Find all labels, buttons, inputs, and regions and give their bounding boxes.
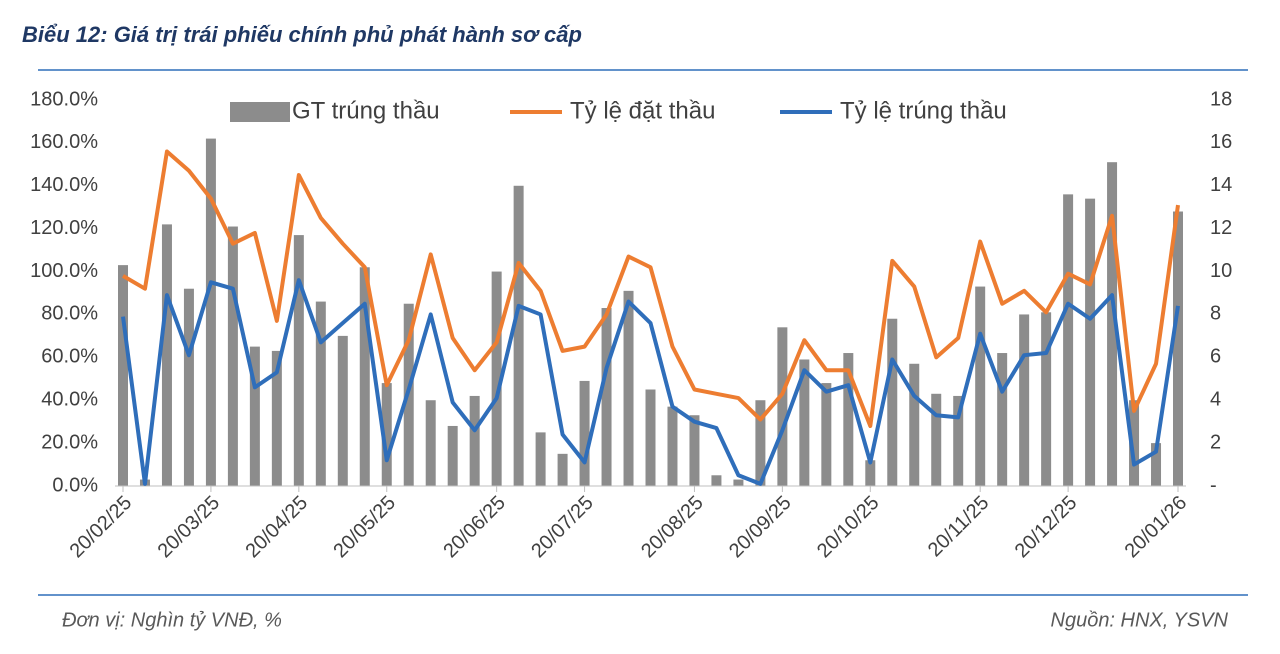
y2-tick-label: 18 [1210,88,1232,110]
y2-tick-label: 16 [1210,131,1232,153]
bar [601,308,612,486]
x-tick-label: 20/10/25 [813,492,884,563]
bar [887,318,898,486]
y2-tick-label: 4 [1210,389,1221,411]
y-tick-label: 120.0% [30,217,98,239]
y-tick-label: 140.0% [30,174,98,196]
y2-tick-label: - [1210,474,1217,496]
bar [953,395,964,486]
bar [689,415,700,486]
y2-tick-label: 12 [1210,217,1232,239]
bar [667,406,678,486]
legend-label: GT trúng thầu [292,97,440,124]
bar [623,290,634,486]
bar [227,226,238,486]
bar [1129,400,1140,486]
bar [1173,211,1183,486]
bar [755,400,766,486]
bar [425,400,436,486]
bar [271,350,282,486]
y-tick-label: 160.0% [30,131,98,153]
bar [865,460,876,486]
bar [183,288,194,486]
y-tick-label: 40.0% [41,389,98,411]
bar [799,359,810,486]
y-tick-label: 0.0% [52,474,98,496]
bar [711,475,722,486]
y2-tick-label: 2 [1210,431,1221,453]
bar [557,453,568,486]
bar [1041,312,1052,486]
y-tick-label: 180.0% [30,88,98,110]
bar [931,393,942,486]
x-tick-label: 20/01/26 [1121,492,1192,563]
bar [249,346,260,486]
y2-tick-label: 6 [1210,346,1221,368]
bar [491,271,502,486]
bar [777,327,788,486]
bar [161,224,172,486]
line-series [121,149,1180,428]
legend-swatch [230,102,290,122]
bar [997,353,1008,486]
legend-label: Tỷ lệ trúng thầu [840,97,1007,124]
bar [447,425,458,486]
bar [513,185,524,486]
bar [293,235,304,486]
x-tick-label: 20/06/25 [439,492,510,563]
unit-note: Đơn vị: Nghìn tỷ VNĐ, % [62,609,282,631]
bar [381,383,392,486]
bar [1063,194,1074,486]
legend-label: Tỷ lệ đặt thầu [570,97,715,124]
y2-tick-label: 10 [1210,260,1232,282]
bar [733,479,744,486]
y-tick-label: 60.0% [41,346,98,368]
bar [469,395,480,486]
bar [909,363,920,486]
bar [315,301,326,486]
bar [645,389,656,486]
bar [1019,314,1030,486]
bar [975,286,986,486]
y2-tick-label: 14 [1210,174,1232,196]
bar [118,265,128,486]
y2-tick-label: 8 [1210,303,1221,325]
x-tick-label: 20/03/25 [154,492,225,563]
y-tick-label: 100.0% [30,260,98,282]
x-tick-label: 20/05/25 [329,492,400,563]
x-tick-label: 20/08/25 [637,492,708,563]
bar [843,353,854,486]
bar [821,383,832,486]
bar [1107,162,1118,486]
x-tick-label: 20/04/25 [241,492,312,563]
x-tick-label: 20/12/25 [1011,492,1082,563]
y-tick-label: 80.0% [41,303,98,325]
bar [579,380,590,486]
x-tick-label: 20/09/25 [725,492,796,563]
bar [1151,443,1162,486]
chart-title: Biểu 12: Giá trị trái phiếu chính phủ ph… [22,22,582,47]
y-tick-label: 20.0% [41,431,98,453]
x-tick-label: 20/02/25 [66,492,137,563]
bar [205,138,216,486]
x-tick-label: 20/11/25 [924,492,994,562]
bar [535,432,546,486]
source-note: Nguồn: HNX, YSVN [1051,609,1229,631]
bar [1085,198,1096,486]
bar [359,267,370,486]
line-series [121,278,1180,486]
bar [337,335,348,486]
x-tick-label: 20/07/25 [527,492,598,563]
